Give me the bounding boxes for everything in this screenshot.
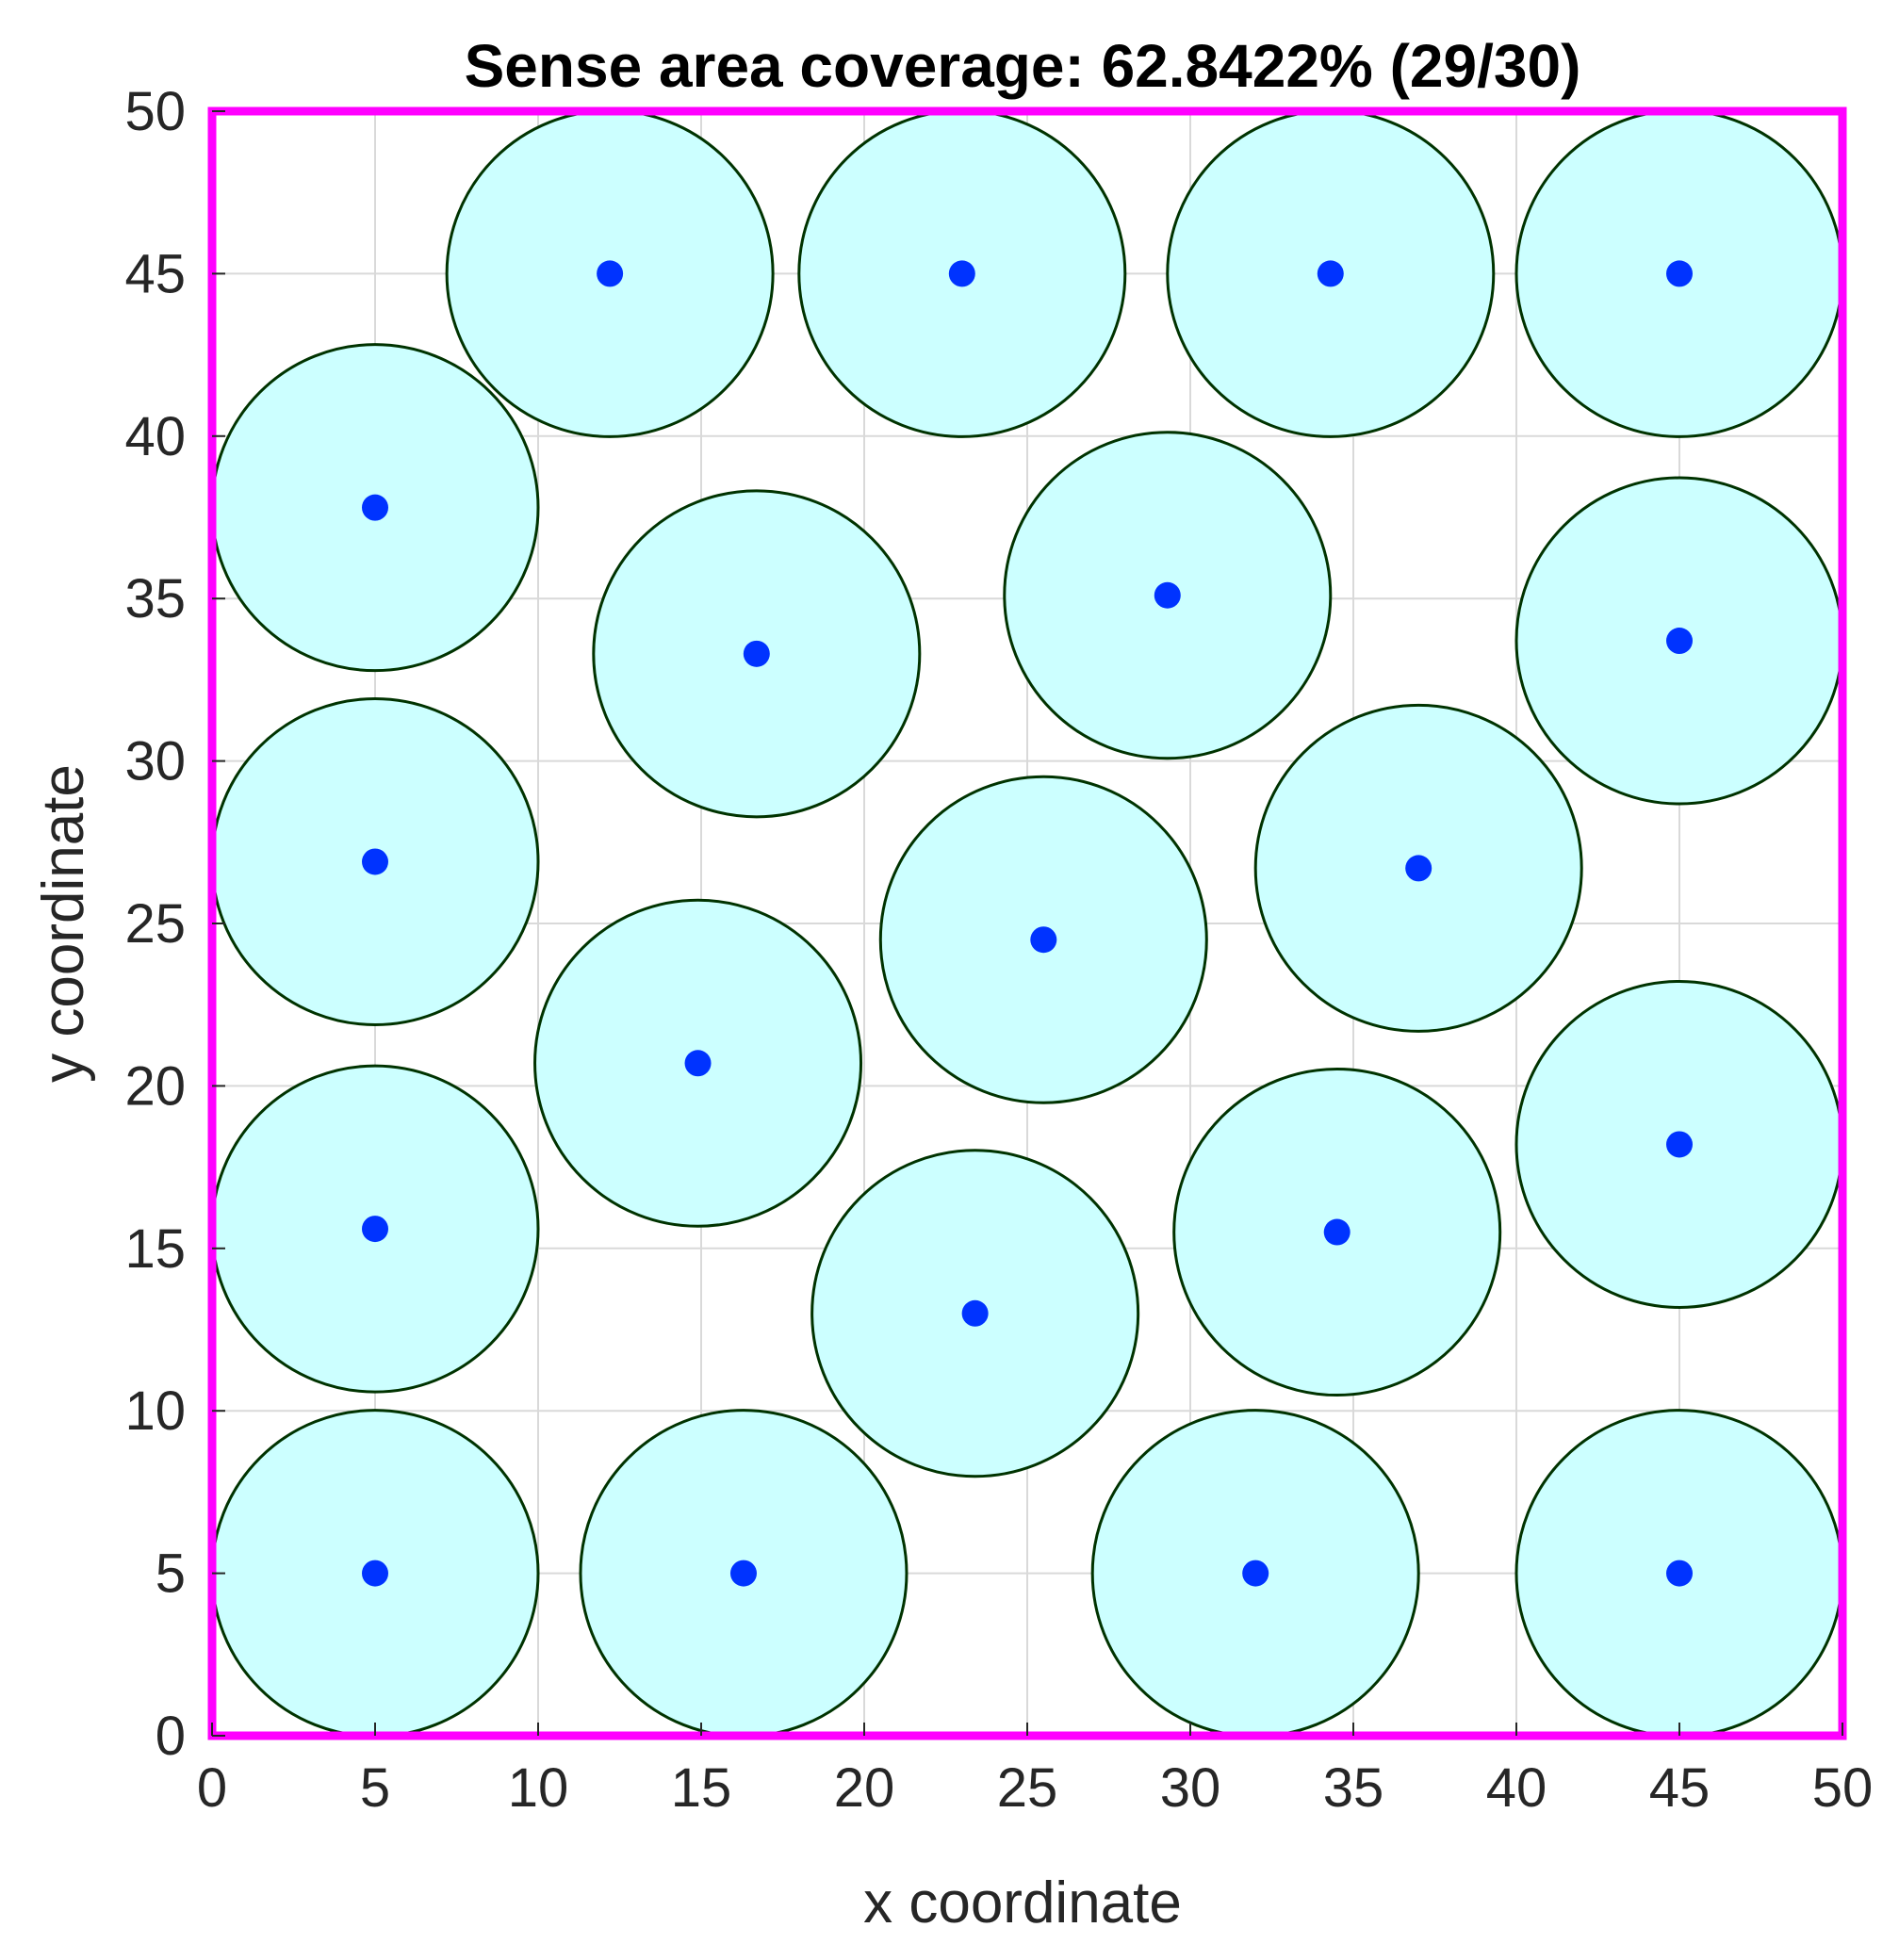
x-tick-label-9: 45 (1649, 1757, 1711, 1819)
sensor-node-6 (743, 640, 770, 667)
x-tick-label-6: 30 (1160, 1757, 1221, 1819)
y-tick-label-1: 5 (156, 1544, 186, 1605)
x-tick-label-3: 15 (671, 1757, 732, 1819)
sensor-node-18 (1242, 1560, 1269, 1587)
x-tick-label-1: 5 (360, 1757, 390, 1819)
x-tick-label-0: 0 (197, 1757, 227, 1819)
chart-title: Sense area coverage: 62.8422% (29/30) (465, 32, 1581, 100)
x-tick-label-7: 35 (1323, 1757, 1384, 1819)
sensor-node-2 (1317, 260, 1344, 287)
y-tick-label-7: 35 (124, 568, 186, 629)
sensor-node-17 (729, 1560, 757, 1587)
y-tick-label-10: 50 (124, 81, 186, 142)
x-tick-label-8: 40 (1486, 1757, 1547, 1819)
sensor-node-14 (1323, 1218, 1351, 1246)
y-tick-label-2: 10 (124, 1380, 186, 1442)
sensor-node-13 (362, 1216, 388, 1243)
y-tick-label-4: 20 (124, 1055, 186, 1117)
x-tick-label-10: 50 (1812, 1757, 1874, 1819)
sensor-node-10 (1030, 926, 1057, 954)
y-tick-label-9: 45 (124, 243, 186, 304)
sensor-node-1 (948, 260, 975, 287)
sensor-node-19 (1666, 1560, 1693, 1587)
y-tick-label-5: 25 (124, 893, 186, 955)
x-tick-label-2: 10 (508, 1757, 569, 1819)
axis-ticks: 0 5 10 15 20 25 30 35 40 45 50 0 5 10 15 20 25 30 35 40 45 50 (124, 81, 1873, 1819)
sensor-node-16 (362, 1560, 388, 1587)
sensor-node-9 (1405, 855, 1432, 882)
y-tick-label-6: 30 (124, 731, 186, 792)
x-axis-label: x coordinate (863, 1870, 1182, 1936)
sensor-node-7 (1666, 628, 1693, 655)
y-axis-label: y coordinate (31, 764, 96, 1083)
sensor-node-15 (961, 1299, 989, 1327)
y-tick-label-3: 15 (124, 1218, 186, 1280)
y-tick-label-8: 40 (124, 406, 186, 467)
sensor-nodes (362, 260, 1693, 1587)
x-tick-label-5: 25 (997, 1757, 1058, 1819)
sensor-node-5 (1154, 581, 1181, 609)
sensor-node-11 (684, 1050, 712, 1077)
y-tick-label-0: 0 (156, 1706, 186, 1767)
x-tick-label-4: 20 (834, 1757, 895, 1819)
sensor-node-0 (597, 260, 624, 287)
sensor-node-12 (1666, 1131, 1693, 1158)
sensor-node-8 (362, 848, 388, 875)
sensor-node-3 (1666, 260, 1693, 287)
sensor-node-4 (362, 494, 388, 521)
